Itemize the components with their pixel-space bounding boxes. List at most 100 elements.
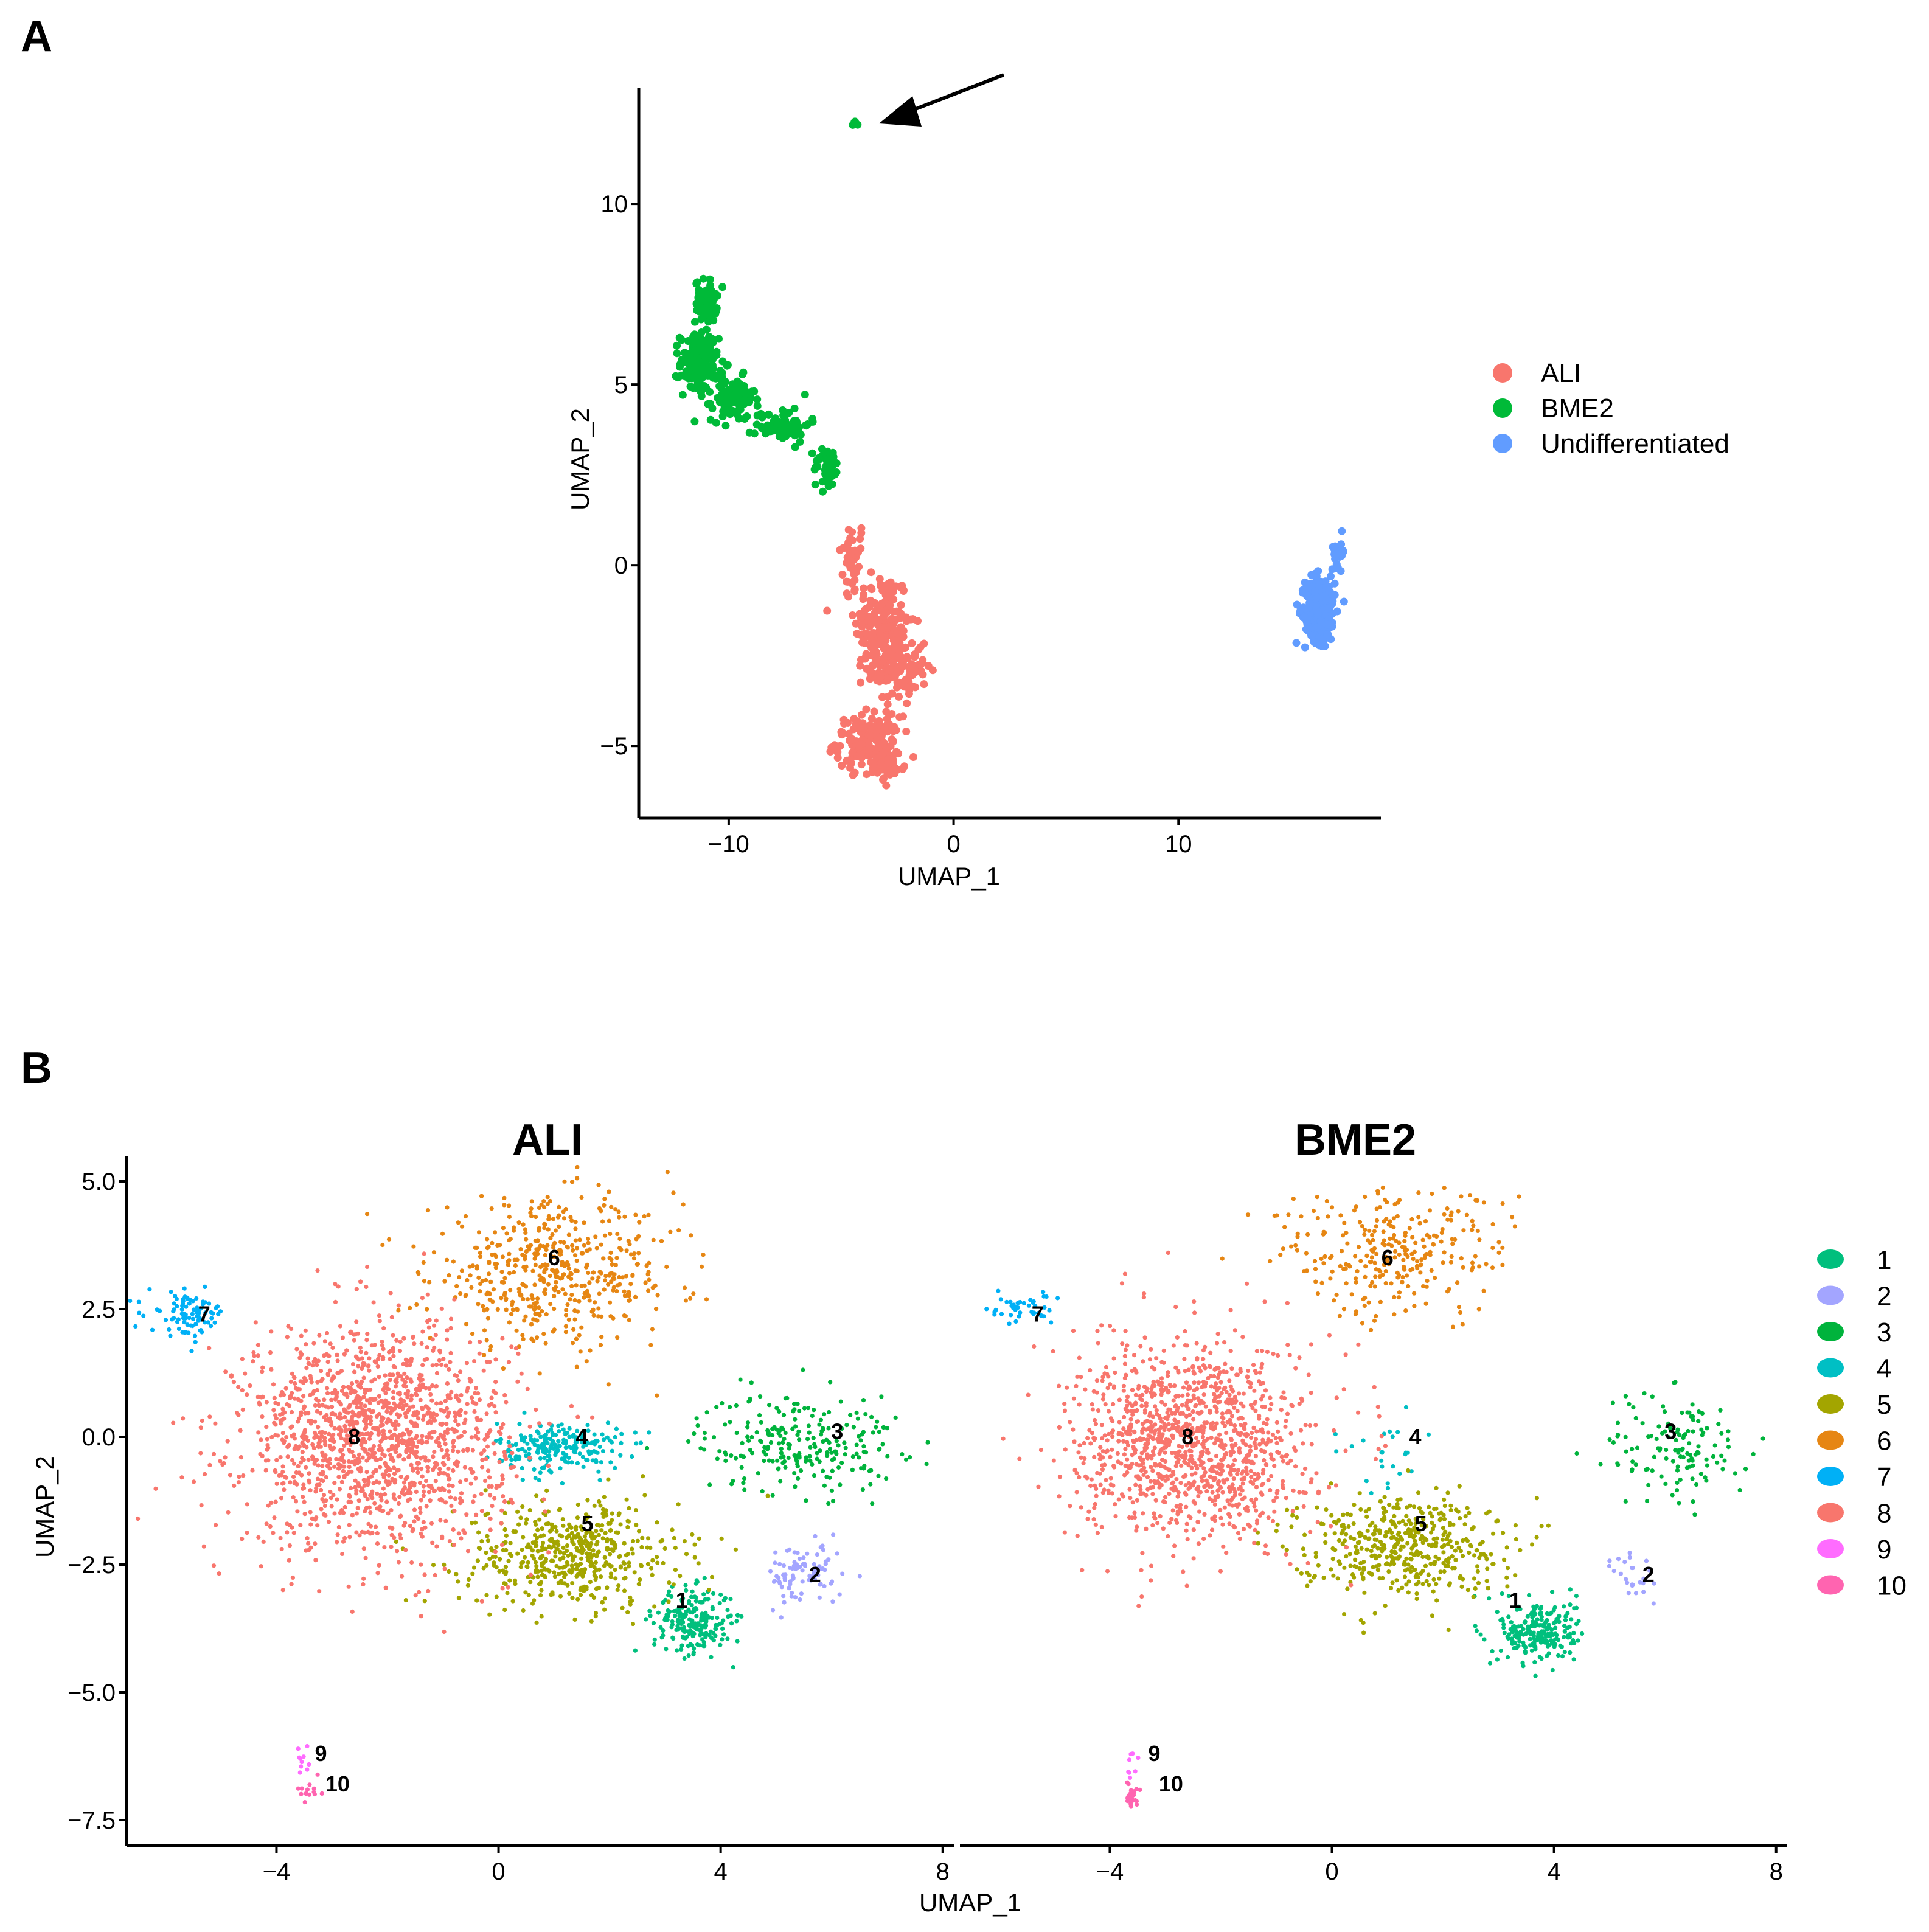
point-cluster-8 — [547, 1421, 552, 1426]
point-undifferentiated — [1333, 563, 1342, 572]
point-cluster-8 — [406, 1408, 411, 1413]
point-cluster-1 — [1506, 1636, 1511, 1641]
point-cluster-5 — [538, 1593, 543, 1598]
point-cluster-3 — [707, 1482, 712, 1487]
point-cluster-8 — [380, 1343, 385, 1348]
point-cluster-5 — [549, 1527, 554, 1532]
point-cluster-5 — [608, 1521, 613, 1526]
point-cluster-8 — [415, 1461, 420, 1465]
point-cluster-8 — [364, 1284, 369, 1290]
point-bme2 — [823, 477, 832, 485]
point-cluster-8 — [422, 1357, 427, 1362]
point-cluster-8 — [363, 1479, 367, 1484]
point-cluster-4 — [525, 1441, 530, 1446]
point-cluster-3 — [758, 1438, 763, 1443]
point-cluster-8 — [201, 1544, 206, 1549]
point-cluster-5 — [530, 1601, 535, 1606]
point-ali — [880, 633, 889, 642]
point-cluster-8 — [405, 1475, 410, 1479]
point-cluster-1 — [1580, 1631, 1585, 1636]
point-cluster-1 — [676, 1606, 681, 1611]
point-bme2 — [678, 336, 686, 344]
point-cluster-8 — [211, 1563, 217, 1568]
point-cluster-5 — [403, 1598, 408, 1603]
point-cluster-8 — [301, 1394, 306, 1399]
point-cluster-6 — [591, 1270, 596, 1275]
point-cluster-8 — [401, 1523, 406, 1528]
point-cluster-8 — [412, 1341, 417, 1346]
point-bme2 — [705, 333, 714, 341]
point-cluster-5 — [549, 1522, 554, 1527]
point-cluster-6 — [529, 1293, 534, 1298]
point-cluster-5 — [634, 1523, 639, 1527]
point-cluster-10 — [315, 1772, 320, 1777]
point-cluster-8 — [290, 1424, 294, 1429]
point-ali — [857, 678, 865, 687]
point-cluster-6 — [502, 1276, 507, 1280]
point-cluster-6 — [563, 1330, 569, 1335]
point-ali — [858, 711, 866, 719]
point-cluster-5 — [487, 1612, 492, 1617]
point-cluster-5 — [561, 1545, 566, 1550]
point-cluster-8 — [207, 1346, 212, 1350]
point-cluster-1 — [1574, 1594, 1579, 1599]
point-cluster-5 — [603, 1508, 608, 1513]
point-cluster-8 — [136, 1516, 141, 1521]
point-cluster-5 — [612, 1543, 617, 1548]
point-cluster-6 — [590, 1276, 595, 1281]
point-bme2 — [731, 408, 740, 416]
point-cluster-6 — [458, 1291, 463, 1296]
point-cluster-1 — [1535, 1617, 1540, 1622]
point-cluster-1 — [1523, 1649, 1528, 1653]
point-ali — [867, 568, 875, 577]
point-cluster-8 — [264, 1400, 269, 1405]
point-cluster-8 — [366, 1431, 370, 1436]
point-cluster-4 — [520, 1478, 525, 1482]
point-cluster-8 — [232, 1483, 237, 1488]
point-cluster-8 — [388, 1436, 392, 1440]
point-cluster-8 — [434, 1318, 439, 1323]
point-cluster-5 — [544, 1488, 549, 1493]
point-cluster-8 — [431, 1348, 436, 1353]
point-ali — [838, 571, 847, 579]
point-cluster-1 — [713, 1633, 718, 1638]
point-cluster-1 — [720, 1626, 725, 1631]
point-undifferentiated — [1310, 638, 1318, 646]
point-bme2 — [796, 429, 804, 437]
point-cluster-4 — [547, 1453, 552, 1458]
point-cluster-8 — [383, 1391, 388, 1395]
point-cluster-8 — [411, 1527, 415, 1532]
point-cluster-8 — [459, 1536, 464, 1541]
point-cluster-8 — [338, 1416, 342, 1421]
point-cluster-8 — [404, 1450, 409, 1454]
point-cluster-1 — [674, 1648, 679, 1653]
point-cluster-5 — [476, 1546, 482, 1551]
point-cluster-4 — [605, 1420, 611, 1425]
point-cluster-3 — [749, 1380, 754, 1385]
point-bme2 — [753, 395, 762, 404]
point-cluster-8 — [527, 1456, 532, 1461]
point-cluster-6 — [609, 1257, 614, 1262]
point-cluster-8 — [437, 1472, 442, 1476]
point-undifferentiated — [1338, 527, 1346, 535]
point-ali — [836, 546, 844, 554]
point-undifferentiated — [1299, 588, 1307, 597]
panel-b-umap-by-cluster: ALI BME2 −4 0 4 8 −4 0 4 8−7.5−5.0−2.50.02.55.0… — [30, 1116, 1906, 1917]
point-cluster-8 — [369, 1343, 375, 1348]
point-cluster-6 — [626, 1239, 631, 1243]
point-cluster-6 — [523, 1257, 527, 1262]
point-cluster-5 — [623, 1566, 628, 1571]
point-cluster-8 — [426, 1588, 431, 1593]
point-cluster-3 — [1615, 1420, 1621, 1425]
point-cluster-3 — [826, 1426, 831, 1431]
point-cluster-5 — [471, 1565, 477, 1570]
point-cluster-8 — [356, 1357, 361, 1362]
point-cluster-8 — [405, 1443, 409, 1448]
point-cluster-8 — [383, 1398, 388, 1403]
point-cluster-3 — [742, 1476, 747, 1481]
point-cluster-8 — [397, 1392, 403, 1397]
point-cluster-8 — [470, 1448, 476, 1453]
point-cluster-6 — [537, 1226, 541, 1231]
point-cluster-8 — [418, 1510, 423, 1515]
